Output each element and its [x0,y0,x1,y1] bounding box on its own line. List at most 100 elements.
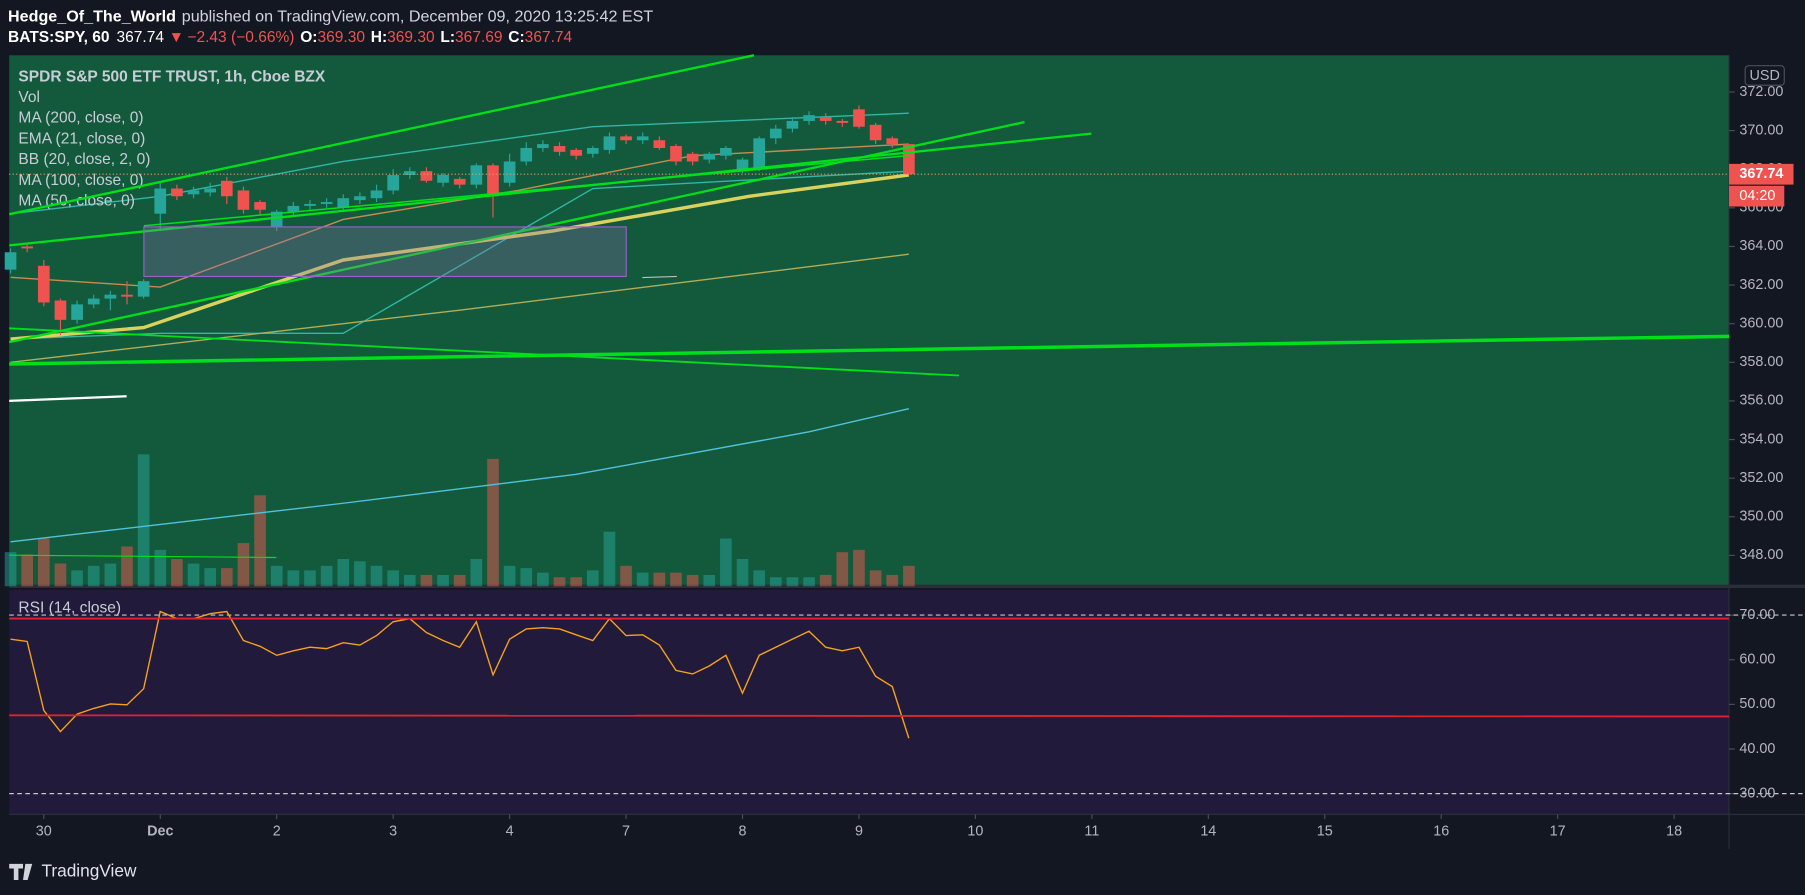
candle-body [653,140,666,148]
volume-bar [403,574,416,587]
candle-body [37,265,50,303]
rsi-title: RSI (14, close) [18,599,121,616]
candle-body [487,165,499,197]
volume-bar [87,565,100,587]
y-tick-label: 30.00 [1739,785,1775,801]
rsi-line [10,610,910,739]
volume-bar [753,570,765,587]
indicator-line [10,253,909,363]
candle-body [121,294,133,297]
candle-body [853,109,865,127]
candle-body [819,117,832,121]
y-tick-label: 352.00 [1739,470,1783,486]
x-tick-label: 16 [1433,823,1449,839]
x-tick-label: 7 [622,823,630,839]
indicator-line [10,173,910,341]
candle-body [753,138,765,168]
volume-bar [420,574,433,587]
price-panel [9,55,1730,587]
x-tick-label: 14 [1200,823,1216,839]
volume-bar [370,565,383,587]
volume-bar [37,538,50,587]
volume-bar [137,454,150,587]
quote-line: BATS:SPY, 60 367.74 ▼ −2.43 (−0.66%) O:369.3… [8,29,572,46]
candle-body [4,252,17,270]
candle-body [620,136,632,141]
y-tick-label: 370.00 [1739,122,1783,138]
volume-bar [387,570,399,587]
indicator-line [10,112,909,215]
candle-body [537,144,549,148]
candle-body [254,202,266,210]
volume-bar [171,558,183,587]
volume-bar [320,565,333,587]
candle-body [187,190,200,195]
candle-body [470,165,483,185]
candle-body [237,190,250,210]
change: −2.43 (−0.66%) [187,29,294,46]
countdown-tag [1729,185,1785,207]
candle-body [503,161,516,183]
candle-body [154,188,167,214]
volume-bar [553,577,566,587]
x-tick-label: Dec [147,823,173,839]
volume-bar [670,572,682,587]
o-label: O: [300,29,317,46]
candle-body [437,175,449,183]
y-tick-label: 60.00 [1739,652,1775,668]
volume-bar [803,577,815,587]
candle-body [320,202,333,204]
candle-body [204,188,216,193]
candle-body [453,178,466,185]
candle-body [836,120,849,123]
o: 369.30 [317,29,365,46]
volume-bar [903,565,915,587]
candle-body [71,304,83,320]
candle-body [270,211,283,228]
volume-bar [4,552,17,587]
volume-bar [769,577,782,587]
trend-line [143,154,910,227]
y-tick-label: 372.00 [1739,84,1783,100]
y-tick-label: 364.00 [1739,238,1783,254]
volume-bar [653,572,666,587]
volume-bar [237,543,250,587]
last: 367.74 [116,29,164,46]
y-tick-label: 358.00 [1739,354,1783,370]
candle-body [87,298,100,305]
volume-bar [287,570,300,587]
candle-body [220,180,233,197]
y-tick-label: 356.00 [1739,393,1783,409]
x-tick-label: 8 [739,823,747,839]
candle-body [586,147,599,154]
volume-bar [603,531,616,587]
candle-body [553,146,566,152]
volume-bar [636,572,649,587]
currency: USD [1750,68,1780,84]
legend-entry: Vol [18,89,40,106]
c: 367.74 [525,29,573,46]
candle-body [603,136,616,150]
volume-bar [337,558,350,587]
candle-body [686,153,699,162]
price-tag-label: 367.74 [1739,166,1783,182]
symbol: BATS:SPY, 60 [8,29,110,46]
volume-bar [220,568,233,587]
volume-bar [570,577,582,587]
candle-body [636,136,649,141]
volume-bar [487,458,499,587]
volume-bar [620,565,632,587]
candle-body [869,124,882,141]
volume-bar [187,563,200,587]
x-tick-label: 17 [1550,823,1566,839]
rsi-panel [9,589,1730,815]
volume-bar [886,574,899,587]
volume-bar [853,549,865,587]
candle-body [21,246,33,249]
volume-bar [71,570,83,587]
volume-bar [254,495,266,587]
legend-entry: MA (50, close, 0) [18,193,134,210]
x-tick-label: 30 [36,823,52,839]
